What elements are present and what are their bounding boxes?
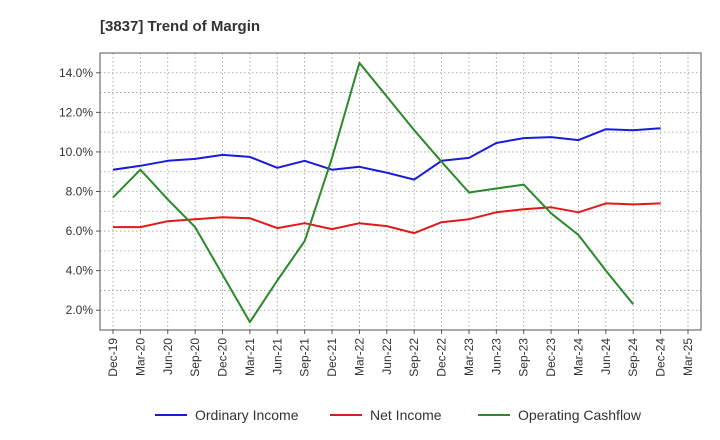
x-tick-label: Jun-24 bbox=[599, 338, 613, 375]
series-line-ordinary-income bbox=[112, 127, 661, 181]
legend-label-ordinary-income: Ordinary Income bbox=[195, 407, 299, 423]
series-lines bbox=[112, 61, 661, 324]
y-tick-label: 14.0% bbox=[59, 66, 93, 80]
x-tick-label: Sep-21 bbox=[298, 338, 312, 377]
x-axis-ticks: Dec-19 Mar-20 Jun-20 Sep-20 Dec-20 Mar-21 Jun-… bbox=[106, 330, 695, 377]
y-tick-label: 6.0% bbox=[66, 224, 94, 238]
x-tick-label: Mar-23 bbox=[462, 338, 476, 376]
legend-label-net-income: Net Income bbox=[370, 407, 442, 423]
x-tick-label: Jun-21 bbox=[270, 338, 284, 375]
x-tick-label: Jun-23 bbox=[489, 338, 503, 375]
x-tick-label: Mar-25 bbox=[681, 338, 695, 376]
x-tick-label: Dec-24 bbox=[654, 338, 668, 377]
x-tick-label: Jun-22 bbox=[380, 338, 394, 375]
x-tick-label: Mar-22 bbox=[352, 338, 366, 376]
x-tick-label: Dec-22 bbox=[435, 338, 449, 377]
x-tick-label: Jun-20 bbox=[161, 338, 175, 375]
y-tick-label: 2.0% bbox=[66, 303, 94, 317]
chart-title: [3837] Trend of Margin bbox=[100, 18, 260, 35]
y-tick-label: 4.0% bbox=[66, 264, 94, 278]
y-tick-label: 12.0% bbox=[59, 105, 93, 119]
series-line-net-income bbox=[113, 202, 661, 235]
x-tick-label: Sep-22 bbox=[407, 338, 421, 377]
x-tick-label: Mar-24 bbox=[571, 338, 585, 376]
x-tick-label: Sep-20 bbox=[188, 338, 202, 377]
grid-lines bbox=[100, 53, 701, 330]
x-tick-label: Sep-23 bbox=[517, 338, 531, 377]
x-tick-label: Dec-21 bbox=[325, 338, 339, 377]
legend: Ordinary Income Net Income Operating Cashf… bbox=[155, 407, 642, 423]
x-tick-label: Sep-24 bbox=[626, 338, 640, 377]
x-tick-label: Mar-21 bbox=[243, 338, 257, 376]
x-tick-label: Dec-20 bbox=[216, 338, 230, 377]
y-tick-label: 10.0% bbox=[59, 145, 93, 159]
x-tick-label: Dec-19 bbox=[106, 338, 120, 377]
y-axis-ticks: 2.0% 4.0% 6.0% 8.0% 10.0% 12.0% 14.0% bbox=[59, 66, 100, 317]
legend-label-operating-cashflow: Operating Cashflow bbox=[518, 407, 642, 423]
y-tick-label: 8.0% bbox=[66, 185, 94, 199]
x-tick-label: Mar-20 bbox=[133, 338, 147, 376]
series-line-operating-cashflow bbox=[112, 61, 634, 324]
x-tick-label: Dec-23 bbox=[544, 338, 558, 377]
